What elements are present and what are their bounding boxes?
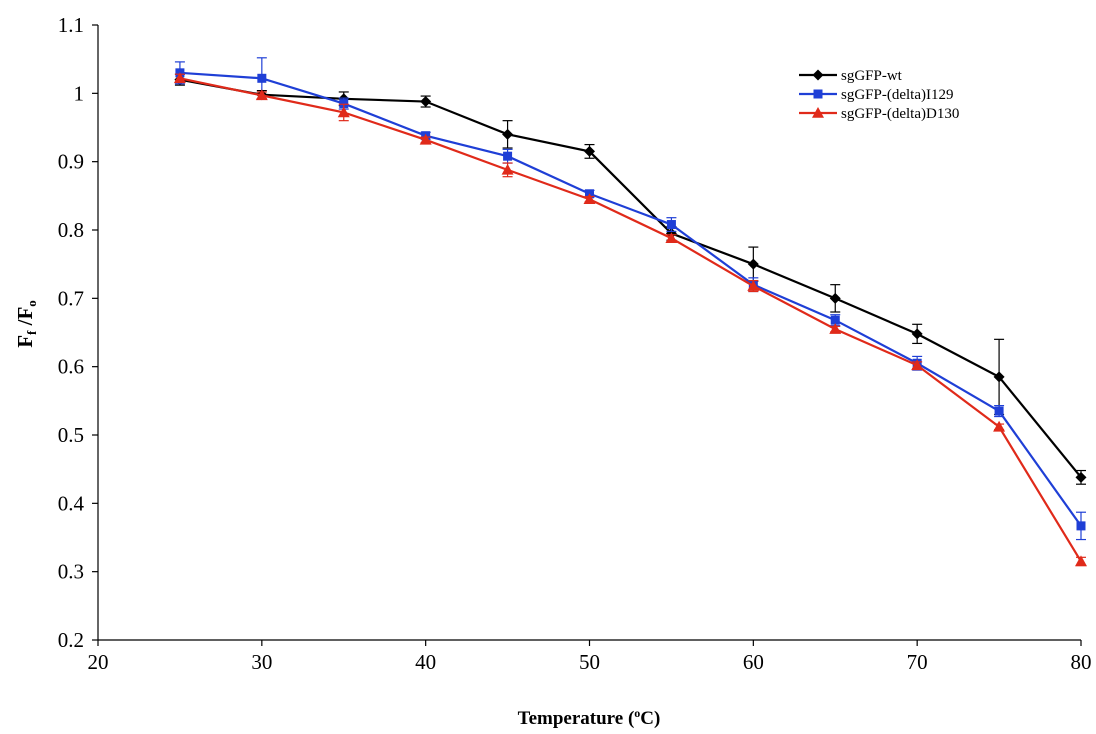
data-point: [747, 280, 760, 291]
y-axis-title-main-2: F: [13, 307, 37, 320]
data-point: [911, 359, 924, 371]
legend-marker: [812, 107, 824, 118]
y-tick-label: 0.5: [58, 423, 84, 447]
y-axis-title-sep: /: [13, 318, 37, 330]
x-tick-label: 70: [907, 650, 928, 674]
y-tick-label: 0.3: [58, 560, 84, 584]
y-tick-label: 0.2: [58, 628, 84, 652]
data-point: [584, 145, 595, 157]
data-point: [501, 163, 514, 175]
data-point: [255, 89, 268, 101]
data-point: [1076, 521, 1086, 531]
y-tick-label: 1: [74, 81, 85, 105]
y-tick-label: 0.6: [58, 355, 84, 379]
x-tick-label: 80: [1071, 650, 1092, 674]
data-point: [829, 292, 841, 304]
data-point: [993, 420, 1006, 432]
data-point: [829, 323, 842, 334]
legend: sgGFP-wt sgGFP-(delta)I129 sgGFP-(delta)D1…: [799, 68, 959, 122]
series-layer: [173, 57, 1087, 567]
legend-item: sgGFP-(delta)D130: [799, 106, 959, 122]
y-tick-label: 0.4: [58, 491, 85, 515]
y-tick-label: 0.9: [58, 150, 84, 174]
y-axis-title-sub-1: f: [24, 330, 39, 335]
data-point: [993, 371, 1005, 383]
x-tick-label: 50: [579, 650, 600, 674]
legend-marker: [813, 89, 823, 99]
x-axis-title-sup: o: [634, 706, 640, 720]
y-tick-label: 0.7: [58, 286, 84, 310]
data-point: [747, 258, 759, 270]
series-1: [174, 73, 1087, 485]
data-point: [502, 128, 514, 140]
series-line: [179, 71, 1082, 527]
legend-item: sgGFP-(delta)I129: [799, 87, 954, 103]
series-line: [179, 78, 1082, 479]
x-tick-label: 20: [88, 650, 109, 674]
y-tick-label: 0.8: [58, 218, 84, 242]
data-point: [830, 315, 840, 325]
x-axis-title: Temperature (oC): [518, 706, 661, 729]
data-point: [173, 72, 186, 84]
y-axis-title: Ff /Fo: [13, 300, 39, 348]
x-axis-title-main: Temperature (: [518, 708, 635, 729]
series-3: [173, 72, 1087, 567]
data-point: [665, 232, 678, 243]
x-tick-label: 40: [415, 650, 436, 674]
legend-label: sgGFP-(delta)D130: [841, 106, 959, 122]
x-tick-label: 30: [251, 650, 272, 674]
x-tick-label: 60: [743, 650, 764, 674]
series-line: [179, 77, 1082, 562]
data-point: [337, 106, 350, 118]
data-point: [1075, 555, 1087, 567]
y-axis-title-sub-2: o: [24, 300, 39, 307]
legend-label: sgGFP-wt: [841, 68, 903, 84]
y-tick-label: 1.1: [58, 13, 84, 37]
data-point: [666, 220, 676, 230]
data-point: [1075, 471, 1087, 483]
y-axis-title-main-1: F: [13, 335, 37, 348]
data-point: [911, 328, 923, 340]
data-point: [583, 193, 596, 205]
y-axis-ticks: 0.2 0.3 0.4 0.5 0.6 0.7 0.8 0.9 1 1.1: [58, 13, 98, 652]
data-point: [339, 99, 349, 109]
x-axis-title-end: C): [640, 708, 660, 729]
series-2: [174, 57, 1086, 541]
legend-item: sgGFP-wt: [799, 68, 903, 84]
data-point: [419, 133, 432, 145]
data-point: [420, 96, 432, 108]
data-point: [257, 73, 267, 83]
legend-label: sgGFP-(delta)I129: [841, 87, 954, 103]
data-point: [503, 151, 513, 161]
x-axis-ticks: 20 30 40 50 60 70 80: [88, 640, 1092, 674]
data-point: [994, 406, 1004, 416]
legend-marker: [812, 69, 824, 81]
